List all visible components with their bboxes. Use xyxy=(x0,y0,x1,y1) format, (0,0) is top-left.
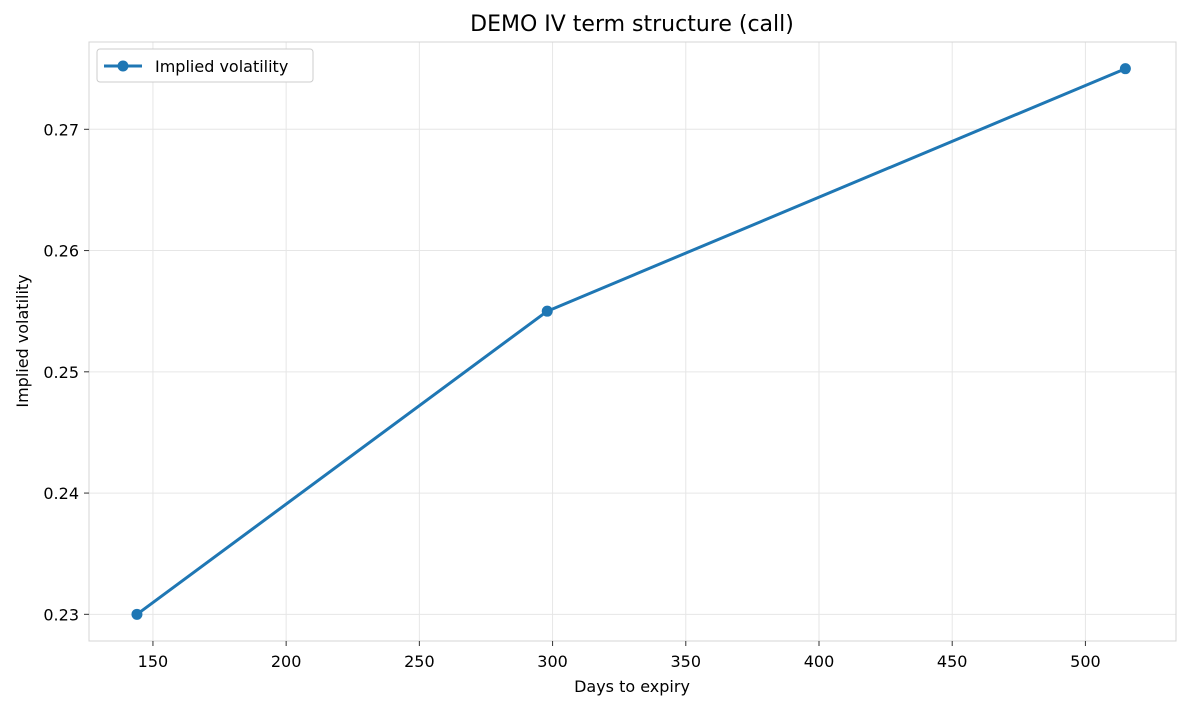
x-tick-label: 150 xyxy=(138,652,169,671)
plot-frame xyxy=(88,41,1177,642)
y-tick-label: 0.24 xyxy=(43,484,79,503)
grid xyxy=(89,42,1176,641)
legend-label: Implied volatility xyxy=(155,57,288,76)
series-line xyxy=(136,67,1126,616)
data-point xyxy=(541,305,553,317)
x-tick-label: 250 xyxy=(404,652,435,671)
x-tick-label: 450 xyxy=(937,652,968,671)
x-axis-label: Days to expiry xyxy=(574,677,690,696)
y-tick-label: 0.26 xyxy=(43,242,79,261)
y-axis-label: Implied volatility xyxy=(13,274,32,407)
chart-title: DEMO IV term structure (call) xyxy=(470,12,794,37)
x-tick-label: 300 xyxy=(537,652,568,671)
y-tick-label: 0.27 xyxy=(43,120,79,139)
x-axis-ticks: 150 200 250 300 350 400 450 500 xyxy=(138,641,1101,671)
series-layer xyxy=(131,63,1131,620)
legend: Implied volatility xyxy=(96,48,314,83)
y-tick-label: 0.25 xyxy=(43,363,79,382)
legend-box xyxy=(96,48,314,83)
y-axis-ticks: 0.23 0.24 0.25 0.26 0.27 xyxy=(43,120,89,624)
data-point xyxy=(131,608,143,620)
x-tick-label: 500 xyxy=(1070,652,1101,671)
y-tick-label: 0.23 xyxy=(43,605,79,624)
x-tick-label: 200 xyxy=(271,652,302,671)
data-point xyxy=(1119,63,1131,75)
x-tick-label: 350 xyxy=(671,652,702,671)
legend-marker-swatch xyxy=(117,60,129,72)
x-tick-label: 400 xyxy=(804,652,835,671)
